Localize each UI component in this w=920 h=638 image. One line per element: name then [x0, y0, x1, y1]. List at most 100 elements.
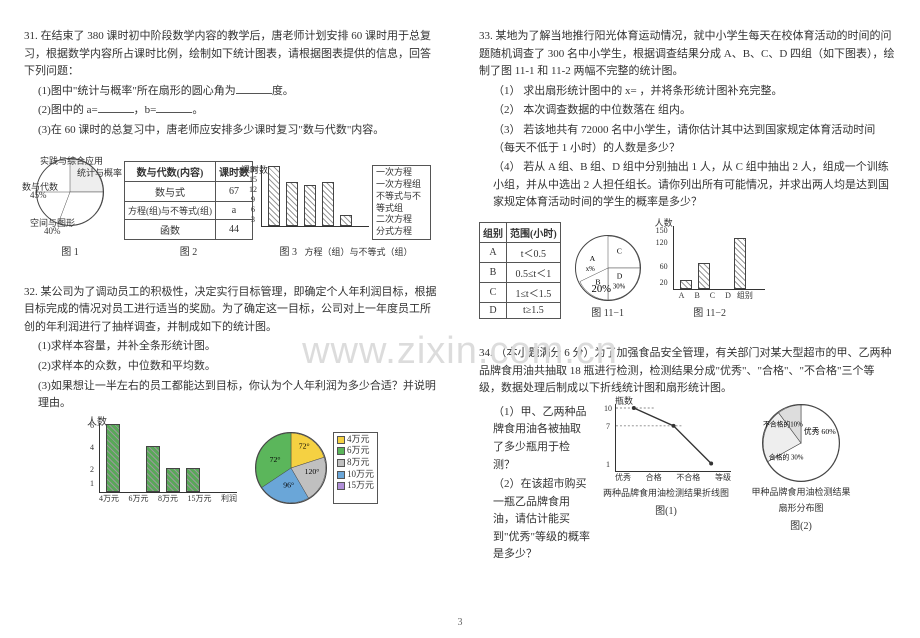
q33-bars: 150 120 60 20 — [673, 226, 765, 290]
bar — [166, 468, 180, 492]
page-number: 3 — [458, 617, 463, 628]
bar — [322, 182, 334, 226]
q34-line-cap1: 两种品牌食用油检测结果折线图 — [601, 486, 731, 499]
svg-text:72°: 72° — [270, 455, 281, 464]
q31-figures: 数与代数 45% 空间与图形 40% 统计与概率 实践与综合应用 图 1 数与代… — [24, 150, 441, 258]
q32-s2: (2)求样本的众数，中位数和平均数。 — [24, 358, 441, 376]
problem-33: 33. 某地为了解当地推行阳光体育运动情况，就中小学生每天在校体育活动的时间的问… — [479, 28, 896, 319]
svg-text:120°: 120° — [305, 467, 320, 476]
leg: 一次方程组 — [376, 179, 427, 191]
svg-text:72°: 72° — [299, 441, 310, 450]
th: 数与代数(内容) — [125, 161, 216, 181]
td: 1≤t＜1.5 — [507, 282, 561, 302]
q34-pie-cap3: 图(2) — [741, 517, 861, 532]
problem-31: 31. 在结束了 380 课时初中阶段数学内容的教学后，唐老师计划安排 60 课… — [24, 28, 441, 258]
td: B — [480, 262, 507, 282]
td: 0.5≤t＜1 — [507, 262, 561, 282]
leg: 一次方程 — [376, 167, 427, 179]
xaxis: 组别 — [737, 291, 753, 300]
xcat: 优秀 — [615, 472, 631, 483]
bar — [680, 280, 692, 289]
q33-s2: （2） 本次调查数据的中位数落在 组内。 — [479, 102, 896, 120]
xaxis: 利润 — [221, 493, 237, 504]
q31-table: 数与代数(内容)课时数 数与式67 方程(组)与不等式(组)a 函数44 — [124, 161, 253, 240]
xcat: 6万元 — [128, 493, 148, 504]
q32-pie-wrap: 72° 120° 96° 72° 4万元 6万元 8万元 10万元 15万元 — [255, 432, 378, 504]
svg-text:合格的 30%: 合格的 30% — [769, 452, 804, 461]
q34-num: 34. — [479, 347, 493, 359]
q31-bar-wrap: 课时数 18 15 12 9 6 3 — [261, 165, 431, 257]
q34-stem: （本小题满分 6 分）为了加强食品安全管理，有关部门对某大型超市的甲、乙两种品牌… — [479, 347, 892, 394]
problem-32: 32. 某公司为了调动员工的积极性，决定实行目标管理，即确定个人年利润目标，根据… — [24, 284, 441, 504]
q33-figures: 组别范围(小时) At＜0.5 B0.5≤t＜1 C1≤t＜1.5 Dt≥1.5 — [479, 222, 896, 319]
svg-text:A: A — [589, 254, 595, 263]
svg-text:不合格的10%: 不合格的10% — [763, 419, 803, 428]
q31-stem: 在结束了 380 课时初中阶段数学内容的教学后，唐老师计划安排 60 课时用于总… — [24, 30, 431, 77]
q33-num: 33. — [479, 30, 493, 42]
q33-s1: （1） 求出扇形统计图中的 x= ，并将条形统计图补充完整。 — [479, 83, 896, 101]
xcat: 不合格 — [676, 472, 700, 483]
q32-bars: 6 4 2 1 — [99, 423, 237, 493]
xcat: 15万元 — [187, 493, 211, 504]
pie-label: 统计与概率 — [77, 166, 122, 179]
td: A — [480, 242, 507, 262]
q32-pie: 72° 120° 96° 72° — [255, 432, 327, 504]
td: 数与式 — [125, 181, 216, 201]
leg: 分式方程 — [376, 226, 427, 238]
q33-pie-wrap: Ax% C D B20% 30% 图 11−1 — [569, 235, 647, 319]
q31-s2-suf: 。 — [192, 104, 203, 116]
q33-stem: 某地为了解当地推行阳光体育运动情况，就中小学生每天在校体育活动的时间的问题随机调… — [479, 30, 895, 77]
q34-line-cap2: 图(1) — [601, 502, 731, 517]
td: 方程(组)与不等式(组) — [125, 201, 216, 219]
q32-legend: 4万元 6万元 8万元 10万元 15万元 — [333, 432, 378, 504]
td: a — [216, 201, 253, 219]
q32-s1: (1)求样本容量，并补全条形统计图。 — [24, 338, 441, 356]
svg-text:96°: 96° — [283, 480, 294, 489]
q31-bar-cap: 图 3 — [279, 247, 297, 258]
q34-pie-cap1: 甲种品牌食用油检测结果 — [741, 485, 861, 498]
q31-s2a: (2)图中的 a= — [38, 104, 98, 116]
q33-bar-cap: 图 11−2 — [655, 304, 765, 319]
svg-text:20%: 20% — [591, 284, 611, 295]
q31-pie-wrap: 数与代数 45% 空间与图形 40% 统计与概率 实践与综合应用 图 1 — [24, 150, 116, 258]
th: 范围(小时) — [507, 222, 561, 242]
bar — [106, 424, 120, 492]
q32-bar-wrap: 人数 6 4 2 1 4万元 6万元 8万元 — [87, 423, 237, 504]
bar — [268, 166, 280, 226]
q34-pie: 优秀 60% 合格的 30% 不合格的10% — [762, 404, 840, 482]
q34-pie-cap2: 扇形分布图 — [741, 501, 861, 514]
q31-s1-suf: 度。 — [272, 85, 294, 97]
q33-table: 组别范围(小时) At＜0.5 B0.5≤t＜1 C1≤t＜1.5 Dt≥1.5 — [479, 222, 561, 319]
td: 函数 — [125, 219, 216, 239]
q34-pie-wrap: 优秀 60% 合格的 30% 不合格的10% 甲种品牌食用油检测结果 扇形分布图… — [741, 404, 861, 566]
q34-subs: （1）甲、乙两种品牌食用油各被抽取了多少瓶用于检测？ （2）在该超市购买一瓶乙品… — [479, 404, 591, 566]
svg-text:优秀 60%: 优秀 60% — [804, 426, 836, 436]
xcat: 合格 — [646, 472, 662, 483]
td: t≥1.5 — [507, 302, 561, 318]
q34-s1: （1）甲、乙两种品牌食用油各被抽取了多少瓶用于检测？ — [479, 404, 591, 474]
q31-s2b: ，b= — [134, 104, 157, 116]
svg-text:30%: 30% — [613, 283, 626, 290]
leg: 15万元 — [347, 480, 374, 490]
q33-pie: Ax% C D B20% 30% — [575, 235, 641, 301]
pie-label: 实践与综合应用 — [40, 154, 103, 167]
q34-s2: （2）在该超市购买一瓶乙品牌食用油，请估计能买到"优秀"等级的概率是多少？ — [479, 476, 591, 564]
q31-legend: 一次方程 一次方程组 不等式与不等式组 二次方程 分式方程 — [372, 165, 431, 239]
xcat: 4万元 — [99, 493, 119, 504]
q32-stem: 某公司为了调动员工的积极性，决定实行目标管理，即确定个人年利润目标，根据目标完成… — [24, 286, 437, 333]
blank — [236, 83, 272, 94]
leg: 二次方程 — [376, 214, 427, 226]
q32-figures: 人数 6 4 2 1 4万元 6万元 8万元 — [24, 423, 441, 504]
bar — [304, 185, 316, 226]
q34-line-wrap: 瓶数 10 7 1 — [601, 404, 731, 566]
q33-bar-wrap: 人数 150 120 60 20 ABCD组别 — [655, 226, 765, 319]
leg: 8万元 — [347, 457, 370, 467]
left-column: 31. 在结束了 380 课时初中阶段数学内容的教学后，唐老师计划安排 60 课… — [24, 28, 441, 592]
svg-text:D: D — [616, 272, 622, 281]
td: 44 — [216, 219, 253, 239]
q33-s3: （3） 若该地共有 72000 名中小学生，请你估计其中达到国家规定体育活动时间… — [479, 122, 896, 157]
xcat: 8万元 — [158, 493, 178, 504]
problem-34: 34. （本小题满分 6 分）为了加强食品安全管理，有关部门对某大型超市的甲、乙… — [479, 345, 896, 566]
q31-table-cap: 图 2 — [124, 243, 253, 258]
leg: 不等式与不等式组 — [376, 191, 427, 214]
